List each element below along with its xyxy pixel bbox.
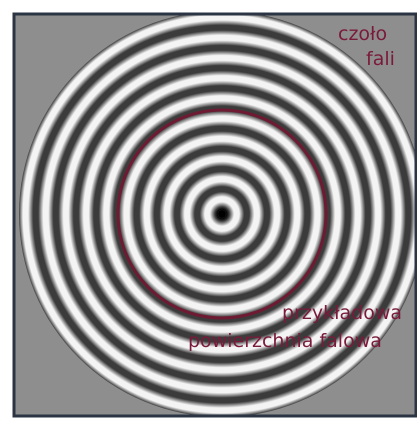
wave-center-point: [218, 210, 226, 218]
label-wavefront-line2: fali: [366, 48, 395, 70]
label-wavefront-line1: czoło: [338, 23, 387, 45]
label-surface-line2: powierzchnia falowa: [188, 330, 382, 352]
label-surface-line1: przykładowa: [282, 302, 402, 324]
figure-frame: [12, 12, 417, 418]
highlighted-wave-surface: [116, 108, 328, 320]
wave-pattern: [19, 13, 417, 417]
